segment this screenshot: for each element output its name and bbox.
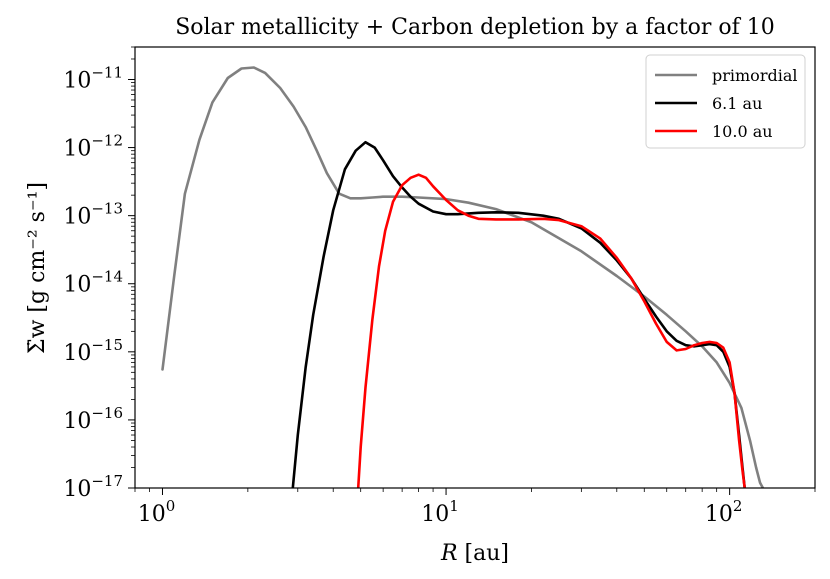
y-tick-label: 10−15 xyxy=(63,336,123,366)
ticks-layer xyxy=(128,46,816,495)
y-tick-label: 10−14 xyxy=(63,268,123,298)
legend-frame xyxy=(645,54,806,149)
legend-label-2: 10.0 au xyxy=(712,122,773,141)
series-line-1 xyxy=(291,140,746,488)
y-tick-labels: 10−17 10−16 10−15 10−14 10−13 10−12 10−11 xyxy=(63,63,123,502)
legend-label-0: primordial xyxy=(712,66,797,85)
y-tick-label: 10−11 xyxy=(63,63,123,93)
series-line-2 xyxy=(356,173,746,488)
plot-frame xyxy=(134,46,816,489)
y-tick-label: 10−12 xyxy=(63,132,123,162)
legend: primordial 6.1 au 10.0 au xyxy=(645,54,806,149)
x-tick-labels: 100 101 102 xyxy=(138,497,743,527)
x-tick-label: 100 xyxy=(138,497,176,527)
y-axis-label: Σ̇w [g cm⁻² s⁻¹] xyxy=(25,182,50,354)
y-tick-label: 10−17 xyxy=(63,472,123,502)
series-layer xyxy=(161,66,765,488)
chart-title: Solar metallicity + Carbon depletion by … xyxy=(175,15,775,40)
x-tick-label: 102 xyxy=(705,497,743,527)
x-axis-label: R [au] xyxy=(440,541,509,566)
x-tick-label: 101 xyxy=(421,497,459,527)
series-line-0 xyxy=(161,66,765,488)
y-tick-label: 10−13 xyxy=(63,200,123,230)
y-tick-label: 10−16 xyxy=(63,404,123,434)
legend-label-1: 6.1 au xyxy=(712,94,762,113)
